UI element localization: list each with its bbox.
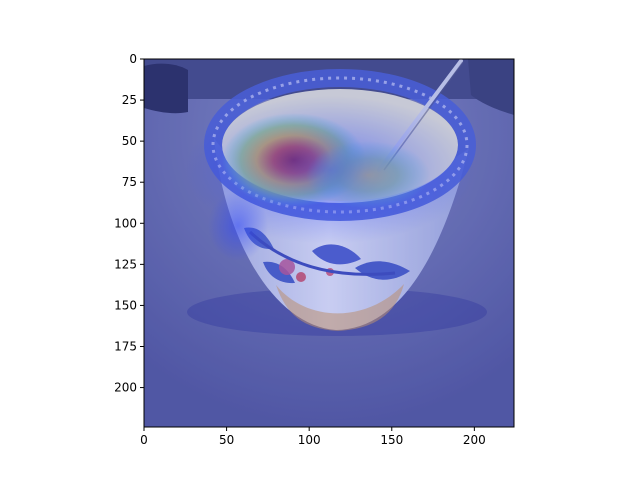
bowl-rim-pattern bbox=[211, 76, 469, 214]
y-tick-label: 175 bbox=[114, 340, 137, 354]
leaf bbox=[263, 261, 295, 284]
blue-overlay bbox=[144, 59, 514, 427]
x-tick-label: 150 bbox=[380, 433, 403, 447]
y-tick-label: 25 bbox=[122, 93, 137, 107]
y-tick-label: 150 bbox=[114, 298, 137, 312]
y-tick-label: 75 bbox=[122, 175, 137, 189]
heat-left-spot bbox=[208, 191, 268, 261]
y-axis: 0 25 50 75 100 125 150 175 200 bbox=[114, 52, 144, 395]
plot-frame bbox=[143, 58, 515, 428]
x-tick-label: 50 bbox=[219, 433, 234, 447]
x-tick-label: 200 bbox=[463, 433, 486, 447]
left-object bbox=[144, 63, 188, 114]
y-tick-label: 100 bbox=[114, 216, 137, 230]
x-tick-label: 100 bbox=[298, 433, 321, 447]
leaf bbox=[312, 244, 361, 265]
y-tick-label: 0 bbox=[129, 52, 137, 66]
y-tick-label: 50 bbox=[122, 134, 137, 148]
x-tick-label: 0 bbox=[140, 433, 148, 447]
right-object bbox=[468, 59, 514, 115]
flower bbox=[279, 259, 295, 275]
y-tick-label: 125 bbox=[114, 257, 137, 271]
flower bbox=[296, 272, 306, 282]
bowl-bottom-band bbox=[276, 284, 404, 331]
x-axis: 0 50 100 150 200 bbox=[140, 427, 486, 447]
heatmap-image bbox=[144, 59, 514, 427]
y-tick-label: 200 bbox=[114, 381, 137, 395]
